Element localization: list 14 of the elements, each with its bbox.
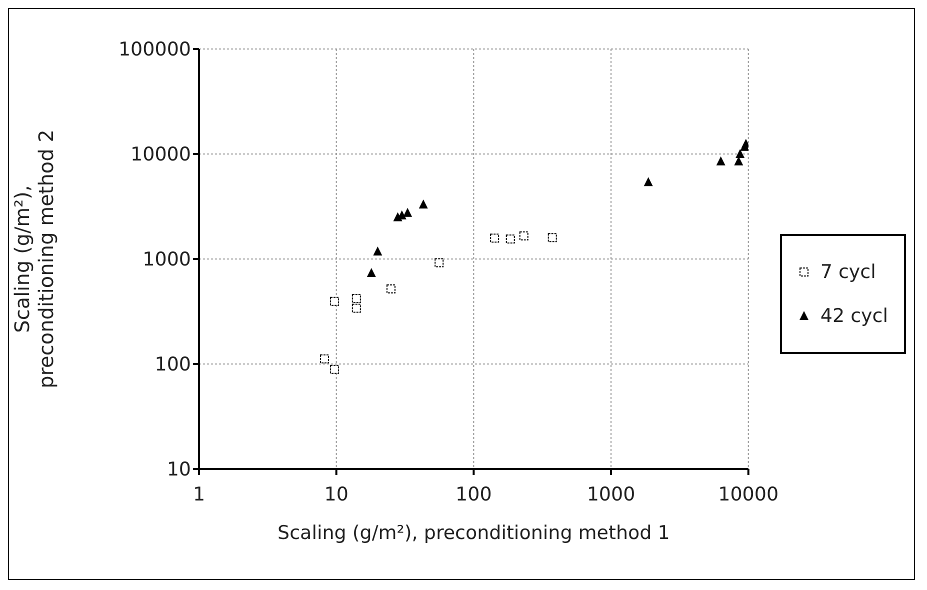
x-tick-label: 10 bbox=[324, 483, 348, 506]
x-tick-label: 10000 bbox=[718, 483, 779, 506]
y-tick-label: 100000 bbox=[118, 38, 191, 61]
y-tick-label: 1000 bbox=[142, 248, 191, 271]
legend-label: 42 cycl bbox=[820, 304, 888, 329]
legend-label: 7 cycl bbox=[820, 260, 876, 285]
x-tick-label: 100 bbox=[456, 483, 492, 506]
x-axis-title: Scaling (g/m²), preconditioning method 1 bbox=[278, 522, 670, 544]
y-tick-label: 10000 bbox=[130, 144, 191, 166]
y-axis-title: Scaling (g/m²), preconditioning method 2 bbox=[10, 130, 58, 388]
y-tick-label: 100 bbox=[154, 354, 191, 376]
y-tick-label: 10 bbox=[166, 458, 191, 481]
x-tick-label: 1000 bbox=[586, 483, 636, 506]
x-tick-label: 1 bbox=[192, 483, 206, 506]
